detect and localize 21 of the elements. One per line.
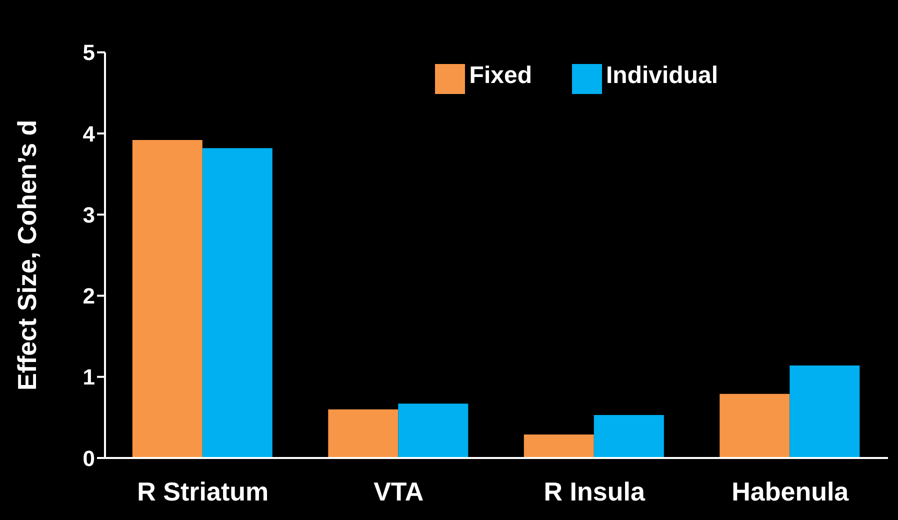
bar (720, 394, 790, 458)
y-axis-title: Effect Size, Cohen’s d (12, 120, 42, 390)
x-tick-label: VTA (374, 476, 424, 506)
bar (790, 366, 860, 458)
bar (524, 434, 594, 458)
bar (594, 415, 664, 458)
y-tick-label: 2 (82, 284, 95, 309)
y-tick-label: 0 (82, 446, 95, 471)
bar (132, 140, 202, 458)
x-tick-label: R Insula (544, 476, 646, 506)
bar (328, 409, 398, 458)
bar (398, 404, 468, 458)
legend-label: Individual (606, 62, 718, 89)
y-tick-label: 4 (82, 121, 96, 146)
x-tick-label: R Striatum (137, 476, 269, 506)
y-tick-label: 5 (82, 40, 95, 66)
bar (202, 148, 272, 458)
x-tick-label: Habenula (732, 476, 850, 506)
y-tick-label: 3 (82, 202, 95, 228)
legend-label: Fixed (469, 62, 532, 89)
y-tick-label: 1 (82, 364, 95, 390)
